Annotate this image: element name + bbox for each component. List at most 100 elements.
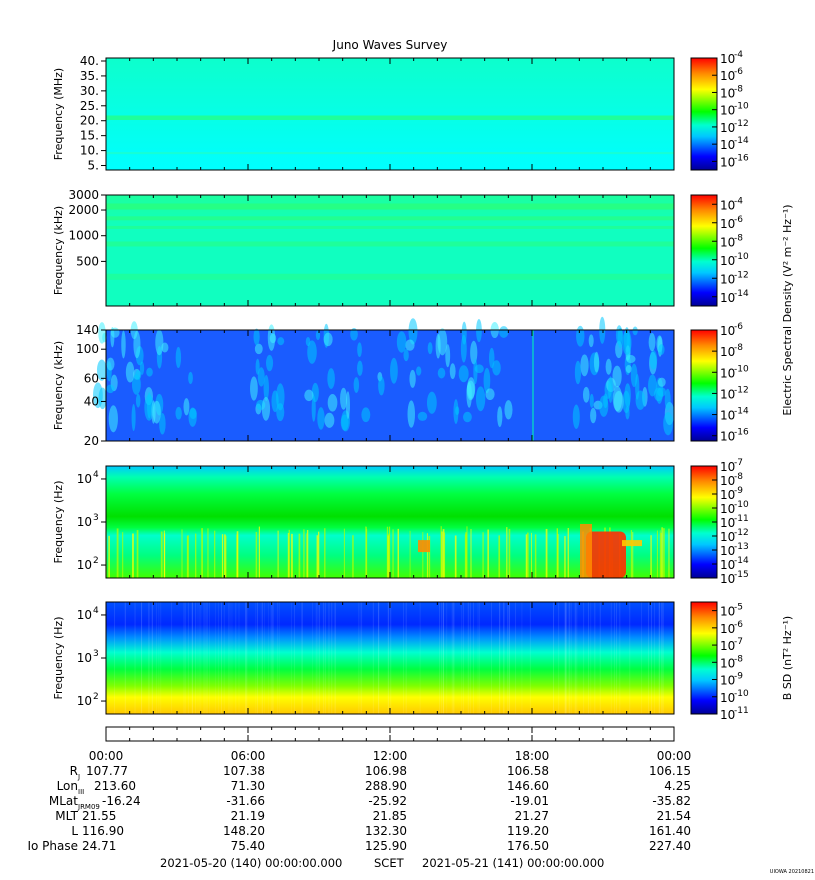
emission-burst — [253, 328, 260, 346]
colorbars: 10-410-610-810-1010-1210-1410-1610-410-6… — [690, 50, 749, 722]
colorbar-tick-label-exponent: -11 — [734, 706, 749, 716]
y-tick-label: 10 — [77, 651, 92, 665]
colorbar-tick-label-exponent: -4 — [734, 196, 743, 206]
emission-burst — [327, 393, 338, 412]
emission-band — [106, 152, 674, 155]
colorbar-tick-label: 10 — [720, 198, 735, 212]
emission-burst — [625, 364, 632, 374]
emission-burst — [188, 371, 193, 385]
colorbar-tick-label-exponent: -7 — [734, 458, 743, 468]
y-tick-label: 35. — [80, 69, 99, 83]
colorbar-tick-label-exponent: -10 — [734, 689, 749, 699]
emission-burst — [590, 407, 597, 424]
colorbar-tick-label-exponent: -14 — [734, 556, 749, 566]
ephemeris-value: 213.60 — [94, 779, 136, 793]
y-tick-label-exponent: 3 — [93, 513, 99, 523]
spectrogram-panels: 40.35.30.25.20.15.10.5. Frequency (MHz) 30… — [52, 54, 675, 715]
emission-band — [106, 273, 674, 280]
colorbar-tick-label-exponent: -6 — [734, 67, 743, 77]
colorbar-tick-label-exponent: -16 — [734, 153, 749, 163]
time-tick-label: 00:00 — [657, 749, 692, 763]
panel-background — [106, 195, 674, 306]
ephemeris-value: 21.27 — [515, 809, 549, 823]
time-tick-label: 18:00 — [515, 749, 550, 763]
emission-burst — [409, 369, 416, 388]
emission-burst — [648, 333, 656, 352]
colorbar-tick-label: 10 — [720, 622, 735, 636]
colorbar-tick-label: 10 — [720, 488, 735, 502]
emission-burst — [267, 324, 276, 351]
emission-burst — [304, 389, 314, 402]
colorbar-tick-label: 10 — [720, 572, 735, 586]
emission-band — [106, 115, 674, 120]
emission-burst — [353, 377, 360, 393]
colorbar-tick-label: 10 — [720, 530, 735, 544]
emission-band — [106, 225, 674, 229]
colorbar-tick-label: 10 — [720, 558, 735, 572]
ephemeris-value: 176.50 — [507, 839, 549, 853]
colorbar-label-electric: Electric Spectral Density (V² m⁻² Hz⁻¹) — [781, 204, 794, 415]
emission-burst — [622, 540, 642, 547]
colorbar-tick-label: 10 — [720, 366, 735, 380]
emission-burst — [139, 361, 145, 375]
emission-burst — [255, 358, 260, 375]
y-tick-label: 25. — [80, 99, 99, 113]
colorbar-tick-label: 10 — [720, 121, 735, 135]
emission-burst — [663, 412, 673, 436]
colorbar-tick-label-exponent: -8 — [734, 233, 743, 243]
emission-burst — [488, 347, 495, 369]
emission-burst — [580, 523, 592, 578]
ephemeris-value: -31.66 — [226, 794, 265, 808]
emission-burst — [110, 327, 120, 338]
ephemeris-value: 24.71 — [82, 839, 116, 853]
emission-burst — [250, 376, 258, 401]
ephemeris-value: 119.20 — [507, 824, 549, 838]
colorbar-tick-label: 10 — [720, 656, 735, 670]
emission-burst — [350, 328, 358, 341]
emission-burst — [658, 344, 665, 355]
emission-burst — [624, 383, 631, 408]
emission-burst — [445, 344, 451, 368]
emission-burst — [417, 411, 428, 421]
emission-burst — [599, 395, 609, 417]
colorbar-tick-label-exponent: -6 — [734, 620, 743, 630]
colorbar-tick-label: 10 — [720, 52, 735, 66]
y-axis-label: Frequency (MHz) — [52, 68, 65, 160]
y-tick-label: 1000 — [68, 229, 99, 243]
y-tick-label-exponent: 3 — [93, 649, 99, 659]
ephemeris-value: 21.55 — [82, 809, 116, 823]
ephemeris-value: 106.58 — [507, 764, 549, 778]
emission-burst — [580, 354, 589, 377]
y-tick-label: 10. — [80, 144, 99, 158]
chart-title: Juno Waves Survey — [332, 38, 448, 52]
emission-burst — [664, 388, 671, 411]
emission-burst — [276, 383, 285, 411]
emission-burst — [93, 382, 103, 409]
emission-burst — [327, 368, 335, 389]
ephemeris-value: 106.98 — [365, 764, 407, 778]
emission-burst — [152, 400, 161, 424]
emission-burst — [504, 400, 513, 420]
colorbar-tick-label-exponent: -11 — [734, 514, 749, 524]
emission-burst — [261, 396, 271, 421]
colorbar-tick-label-exponent: -10 — [734, 364, 749, 374]
colorbar-tick-label-exponent: -12 — [734, 270, 749, 280]
ephemeris-row-label: Lon — [57, 779, 78, 793]
emission-burst — [589, 393, 594, 408]
emission-burst — [311, 395, 316, 422]
emission-burst — [323, 332, 333, 347]
ephemeris-value: 71.30 — [231, 779, 265, 793]
time-tick-label: 12:00 — [373, 749, 408, 763]
emission-burst — [146, 392, 152, 419]
y-tick-label: 15. — [80, 129, 99, 143]
emission-burst — [625, 406, 630, 420]
colorbar-tick-label: 10 — [720, 691, 735, 705]
colorbar-label-bsd: B SD (nT² Hz⁻¹) — [781, 616, 794, 700]
emission-burst — [361, 407, 371, 423]
y-tick-label: 60 — [84, 371, 99, 385]
y-tick-label-exponent: 2 — [93, 556, 99, 566]
colorbar-tick-label: 10 — [720, 474, 735, 488]
ephemeris-value: 75.40 — [231, 839, 265, 853]
ephemeris-value: 21.85 — [373, 809, 407, 823]
